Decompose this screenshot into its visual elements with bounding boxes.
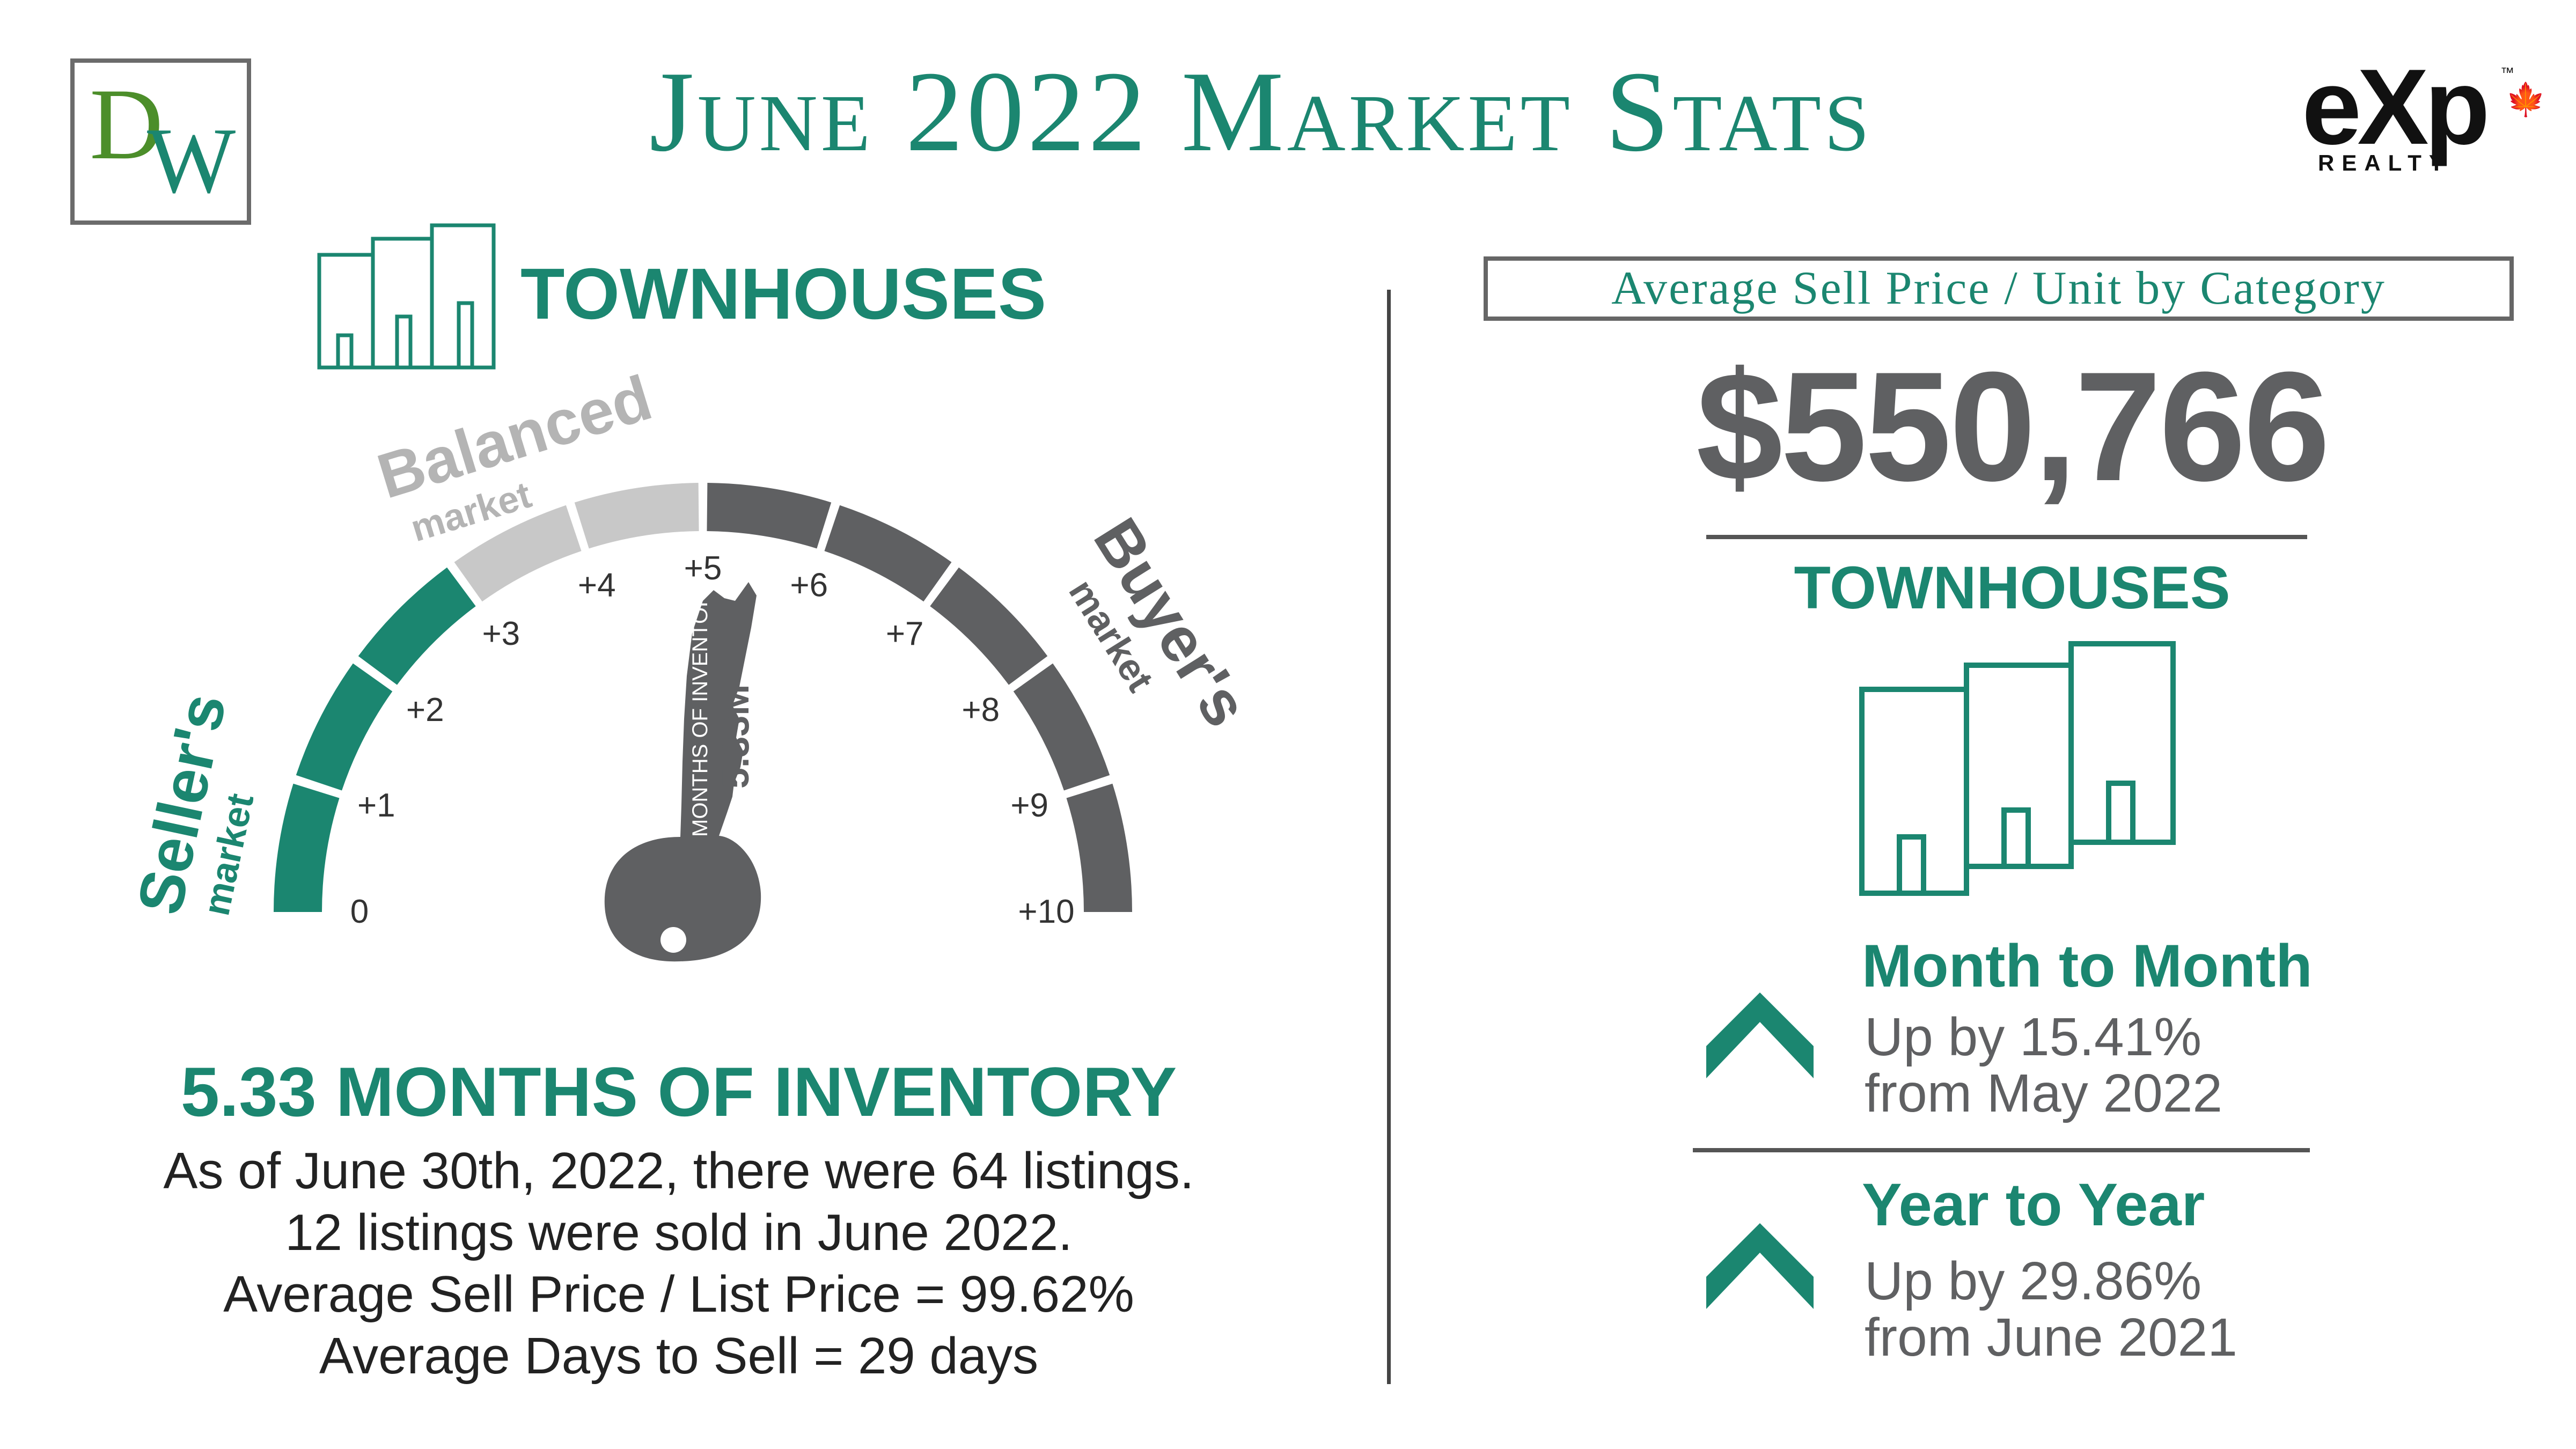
gauge-segment: [1013, 663, 1110, 791]
right-category-heading: TOWNHOUSES: [1794, 554, 2230, 621]
logo-letter-w: W: [147, 108, 236, 212]
gauge-segments: [274, 483, 1132, 912]
townhouse-large-icon: [1859, 641, 2176, 896]
gauge-segment: [358, 567, 476, 685]
gauge-segment: [824, 505, 952, 602]
left-category-heading: TOWNHOUSES: [520, 253, 1047, 334]
year-to-year-change: Up by 29.86%: [1865, 1251, 2202, 1311]
price-divider: [1706, 535, 2307, 539]
exp-logo-subtext: REALTY: [2318, 150, 2452, 175]
townhouse-small-icon: [317, 223, 496, 370]
change-divider: [1693, 1148, 2310, 1152]
inventory-gauge: 0+1+2+3+4 +5 +6+7+8+9+10 Balanced market S…: [124, 362, 1262, 962]
exp-realty-logo: eXp ™ 🍁 REALTY: [2302, 54, 2546, 182]
page-title: June 2022 Market Stats: [649, 47, 1873, 175]
category-title-box: Average Sell Price / Unit by Category: [1484, 256, 2514, 321]
gauge-tick-label: +9: [1010, 787, 1048, 824]
gauge-segment: [574, 483, 699, 549]
gauge-tick-label: +4: [578, 567, 616, 604]
year-to-year-title: Year to Year: [1862, 1171, 2205, 1238]
gauge-tick-label: +6: [790, 567, 828, 604]
gauge-segment: [1066, 783, 1132, 912]
gauge-tick-label: +7: [886, 615, 924, 652]
gauge-tick-label: +8: [962, 692, 1000, 729]
month-to-month-title: Month to Month: [1862, 932, 2313, 999]
stat-line-listings: As of June 30th, 2022, there were 64 lis…: [163, 1142, 1194, 1200]
month-to-month-period: from May 2022: [1865, 1063, 2222, 1123]
maple-leaf-icon: 🍁: [2506, 82, 2546, 117]
key-value: 5.33M: [715, 684, 757, 789]
gauge-segment: [454, 505, 582, 602]
gauge-tick-label: +1: [357, 787, 395, 824]
average-sell-price: $550,766: [1696, 340, 2330, 513]
key-shape: [604, 582, 761, 962]
stat-line-sold: 12 listings were sold in June 2022.: [285, 1204, 1073, 1261]
gauge-segment: [296, 663, 393, 791]
gauge-tick-label: +3: [482, 615, 520, 652]
trademark-mark: ™: [2500, 64, 2514, 80]
inventory-heading: 5.33 MONTHS OF INVENTORY: [180, 1053, 1177, 1131]
logo-letter-d: D: [90, 68, 164, 181]
gauge-tick-label: 0: [350, 893, 369, 930]
chevron-up-icon: [1706, 992, 1814, 1078]
gauge-tick-label: +10: [1018, 893, 1074, 930]
gauge-segment: [930, 567, 1048, 685]
year-to-year-period: from June 2021: [1865, 1307, 2237, 1367]
stat-line-days-to-sell: Average Days to Sell = 29 days: [319, 1327, 1039, 1385]
gauge-tick-label: +5: [684, 550, 722, 587]
month-to-month-change: Up by 15.41%: [1865, 1007, 2202, 1067]
dw-logo: D W: [70, 58, 251, 225]
section-divider: [1387, 290, 1391, 1384]
gauge-segment: [707, 483, 832, 549]
gauge-segment: [274, 783, 340, 912]
key-needle: MONTHS OF INVENTORY 5.33M: [604, 578, 761, 962]
gauge-tick-labels: 0 +1 +2 +3 +4 +5 +6 +7 +8 +9 +10: [350, 550, 1075, 930]
exp-logo-text: eXp: [2302, 47, 2490, 167]
gauge-tick-label: +2: [406, 692, 444, 729]
key-label: MONTHS OF INVENTORY: [688, 578, 712, 837]
chevron-up-icon: [1706, 1223, 1814, 1309]
stat-line-sell-list-ratio: Average Sell Price / List Price = 99.62%: [223, 1266, 1134, 1323]
